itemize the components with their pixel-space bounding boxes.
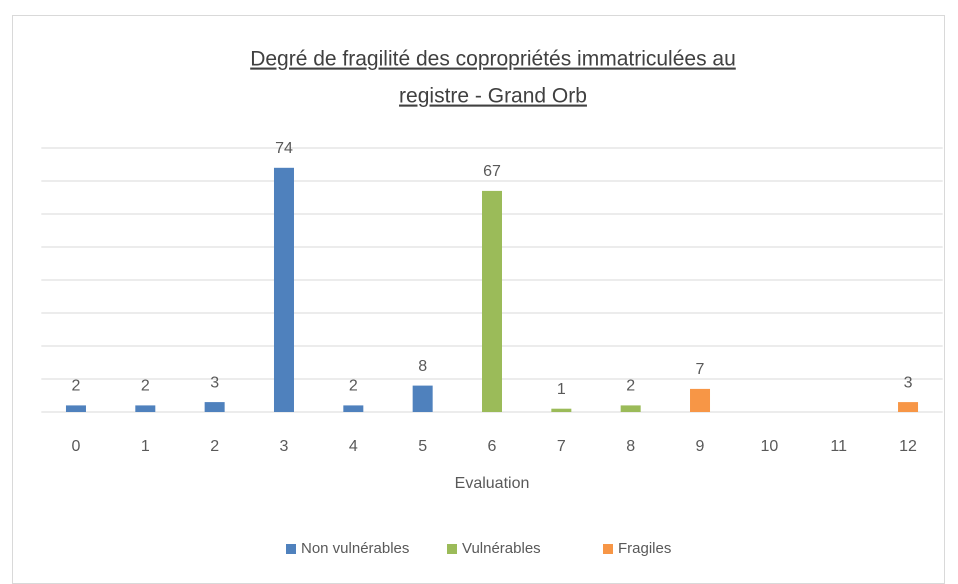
data-label: 8 [418, 358, 427, 375]
bar [65, 405, 86, 412]
chart-title: Degré de fragilité des copropriétés imma… [250, 48, 736, 71]
legend-marker [447, 544, 457, 554]
x-tick-label: 0 [72, 438, 81, 455]
data-label: 2 [72, 378, 81, 395]
data-label: 2 [349, 378, 358, 395]
legend-marker [286, 544, 296, 554]
bar [343, 405, 364, 412]
data-label: 7 [696, 361, 705, 378]
x-tick-label: 10 [760, 438, 778, 455]
data-label: 67 [483, 163, 501, 180]
x-tick-label: 7 [557, 438, 566, 455]
x-tick-label: 9 [696, 438, 705, 455]
bar [551, 408, 572, 412]
bar [898, 402, 919, 412]
chart-frame [12, 15, 945, 584]
bar [273, 167, 294, 412]
x-tick-label: 11 [830, 438, 847, 455]
x-tick-label: 8 [626, 438, 635, 455]
bar [204, 402, 225, 412]
bar [620, 405, 641, 412]
x-axis-label: Evaluation [455, 475, 530, 492]
data-label: 2 [141, 378, 150, 395]
legend-label: Fragiles [618, 540, 671, 557]
x-tick-label: 3 [280, 438, 289, 455]
legend-label: Vulnérables [462, 540, 541, 557]
legend-marker [603, 544, 613, 554]
legend-label: Non vulnérables [301, 540, 409, 557]
bar [482, 190, 502, 412]
bar [690, 388, 711, 412]
x-tick-label: 4 [349, 438, 358, 455]
x-tick-label: 12 [899, 438, 917, 455]
x-tick-label: 6 [488, 438, 497, 455]
data-label: 2 [626, 378, 635, 395]
bar [135, 405, 156, 412]
x-tick-label: 1 [141, 438, 150, 455]
data-label: 3 [904, 374, 913, 391]
bar [412, 385, 433, 412]
data-label: 3 [210, 374, 219, 391]
data-label: 74 [275, 140, 293, 157]
chart-title: registre - Grand Orb [399, 85, 587, 108]
x-tick-label: 5 [418, 438, 427, 455]
data-label: 1 [557, 381, 566, 398]
x-tick-label: 2 [210, 438, 219, 455]
